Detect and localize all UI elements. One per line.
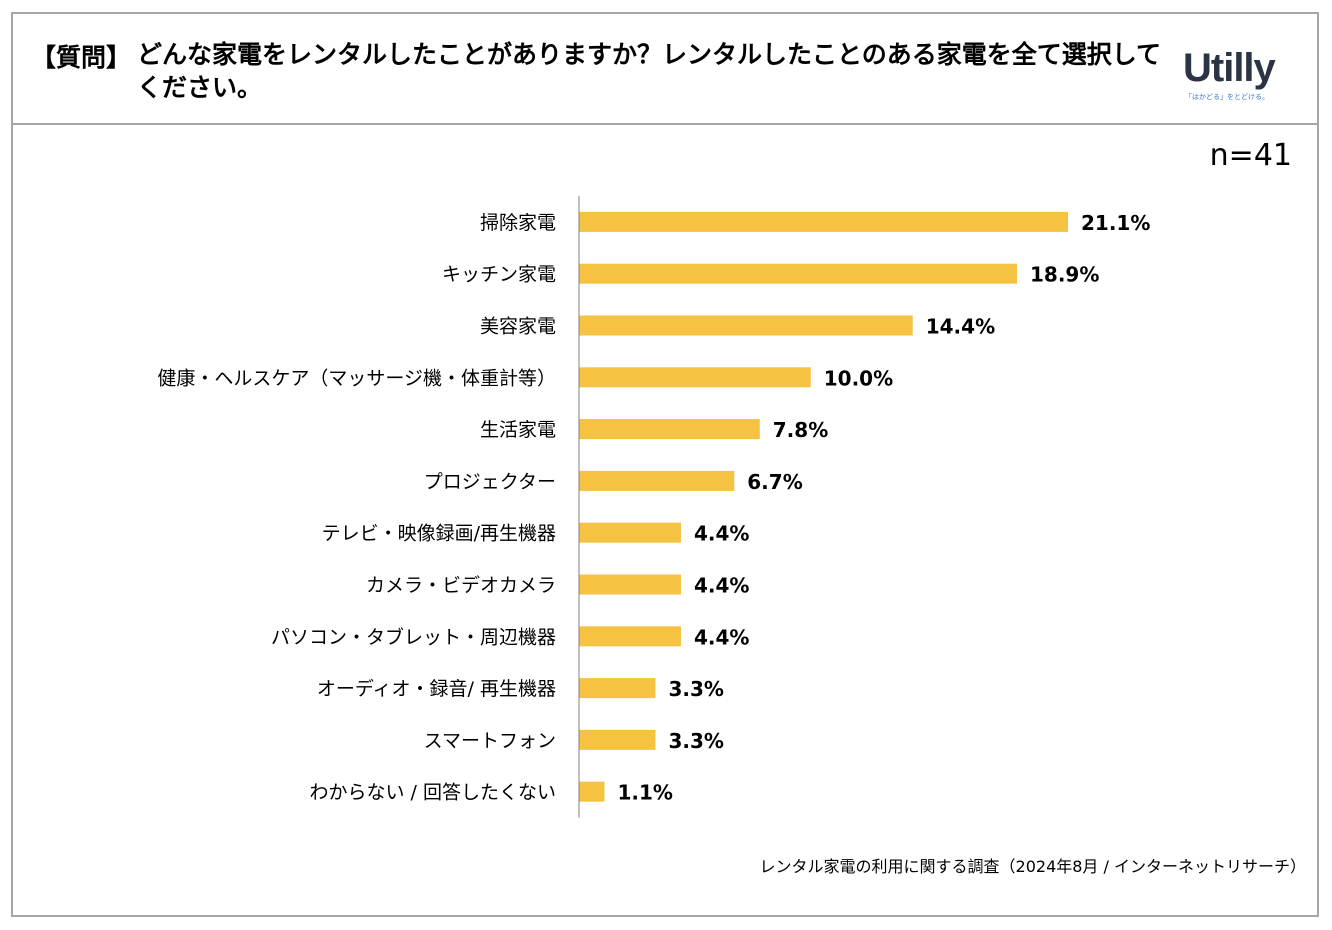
value-label: 4.4% [694, 522, 749, 546]
category-label: キッチン家電 [442, 264, 556, 286]
value-label: 3.3% [668, 729, 723, 753]
category-label: オーディオ・録音/ 再生機器 [317, 678, 556, 700]
survey-source-note: レンタル家電の利用に関する調査（2024年8月 / インターネットリサーチ） [759, 857, 1306, 876]
category-label: スマートフォン [424, 730, 556, 752]
category-label: パソコン・タブレット・周辺機器 [271, 625, 556, 648]
category-label: 健康・ヘルスケア（マッサージ機・体重計等） [157, 367, 556, 389]
question-tag: 【質問】 [31, 43, 132, 72]
category-label: 生活家電 [480, 419, 556, 441]
logo-tagline: 「はかどる」をとどける。 [1185, 93, 1269, 101]
bar [579, 626, 681, 647]
question-text: どんな家電をレンタルしたことがありますか？レンタルしたことのある家電を全て選択し… [137, 40, 1162, 102]
bar [579, 781, 605, 802]
bar [579, 470, 735, 491]
bar [579, 678, 656, 699]
value-label: 4.4% [694, 625, 749, 649]
bar [579, 419, 760, 440]
bar [579, 367, 811, 388]
bar [579, 211, 1068, 232]
bar [579, 574, 681, 595]
value-label: 10.0% [824, 366, 893, 390]
value-label: 1.1% [617, 781, 672, 805]
value-label: 21.1% [1081, 211, 1150, 235]
category-label: プロジェクター [424, 471, 556, 493]
bar [579, 729, 656, 750]
question-header: 【質問】 どんな家電をレンタルしたことがありますか？レンタルしたことのある家電を… [13, 14, 1317, 125]
category-label: テレビ・映像録画/再生機器 [322, 523, 556, 545]
value-label: 7.8% [773, 418, 828, 442]
category-label: わからない / 回答したくない [310, 782, 556, 804]
chart-frame: 【質問】 どんな家電をレンタルしたことがありますか？レンタルしたことのある家電を… [11, 12, 1319, 917]
bar [579, 263, 1018, 284]
utilly-logo: Utilly 「はかどる」をとどける。 [1183, 46, 1293, 102]
value-label: 14.4% [926, 315, 995, 339]
value-label: 6.7% [747, 470, 802, 494]
value-label: 3.3% [668, 677, 723, 701]
bar [579, 315, 913, 336]
bar [579, 522, 681, 543]
value-label: 4.4% [694, 574, 749, 598]
category-label: 掃除家電 [480, 212, 556, 234]
category-label: 美容家電 [480, 316, 556, 338]
sample-size-label: n=41 [1209, 138, 1292, 173]
category-label: カメラ・ビデオカメラ [366, 575, 556, 597]
value-label: 18.9% [1030, 263, 1099, 287]
logo-wordmark: Utilly [1183, 46, 1276, 90]
